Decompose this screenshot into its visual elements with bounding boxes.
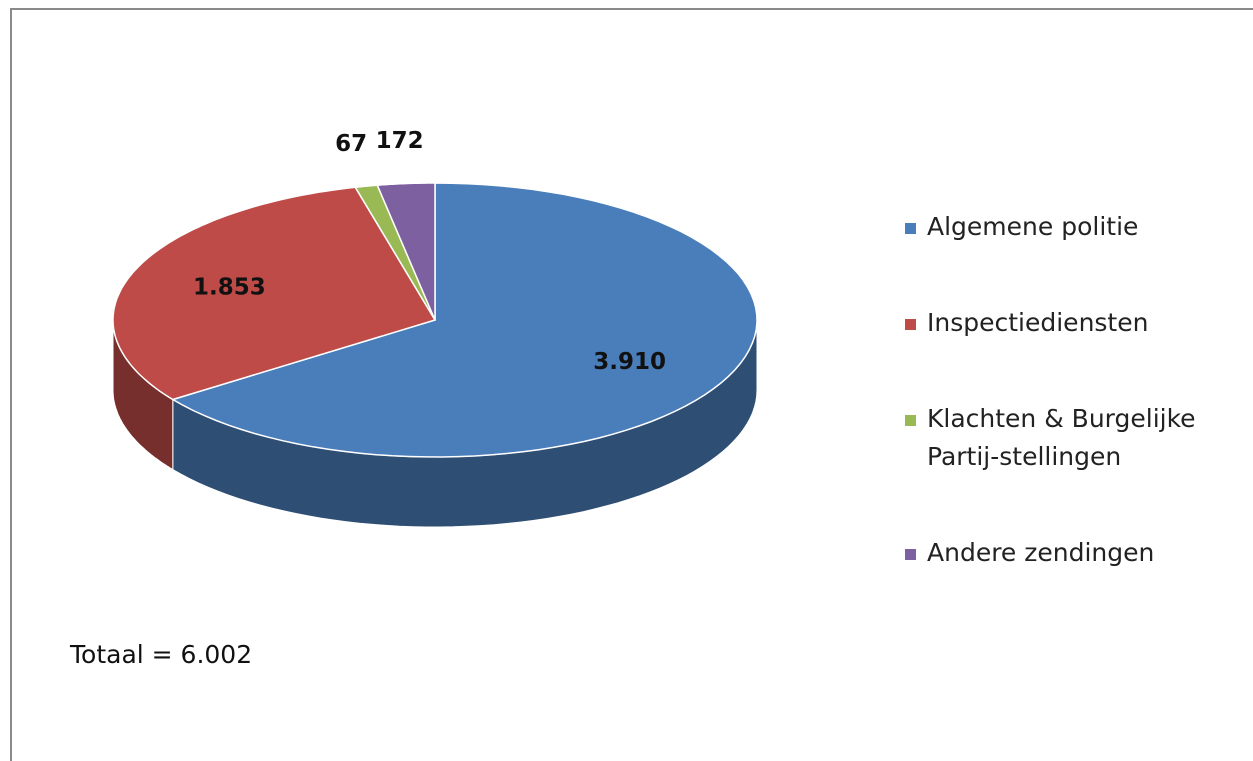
data-label: 172 <box>376 128 424 154</box>
legend: Algemene politie Inspectiediensten Klachte… <box>905 208 1245 630</box>
slice <box>112 186 437 401</box>
legend-item: Algemene politie <box>905 208 1245 246</box>
legend-swatch <box>905 319 916 330</box>
slice <box>354 184 436 321</box>
data-label: 1.853 <box>193 274 266 300</box>
legend-label: Algemene politie <box>927 212 1139 241</box>
legend-label: Andere zendingen <box>927 538 1155 567</box>
legend-swatch <box>905 415 916 426</box>
legend-label: Inspectiediensten <box>927 308 1149 337</box>
legend-item: Klachten & Burgelijke Partij-stellingen <box>905 400 1245 476</box>
annotation: Totaal = 6.002 <box>70 640 253 669</box>
legend-swatch <box>905 223 916 234</box>
data-label: 3.910 <box>593 349 666 375</box>
data-label: 67 <box>335 131 367 157</box>
legend-item: Inspectiediensten <box>905 304 1245 342</box>
legend-label: Klachten & Burgelijke Partij-stellingen <box>927 404 1196 471</box>
slice <box>376 182 436 321</box>
legend-swatch <box>905 549 916 560</box>
legend-item: Andere zendingen <box>905 534 1245 572</box>
slice <box>170 182 758 458</box>
